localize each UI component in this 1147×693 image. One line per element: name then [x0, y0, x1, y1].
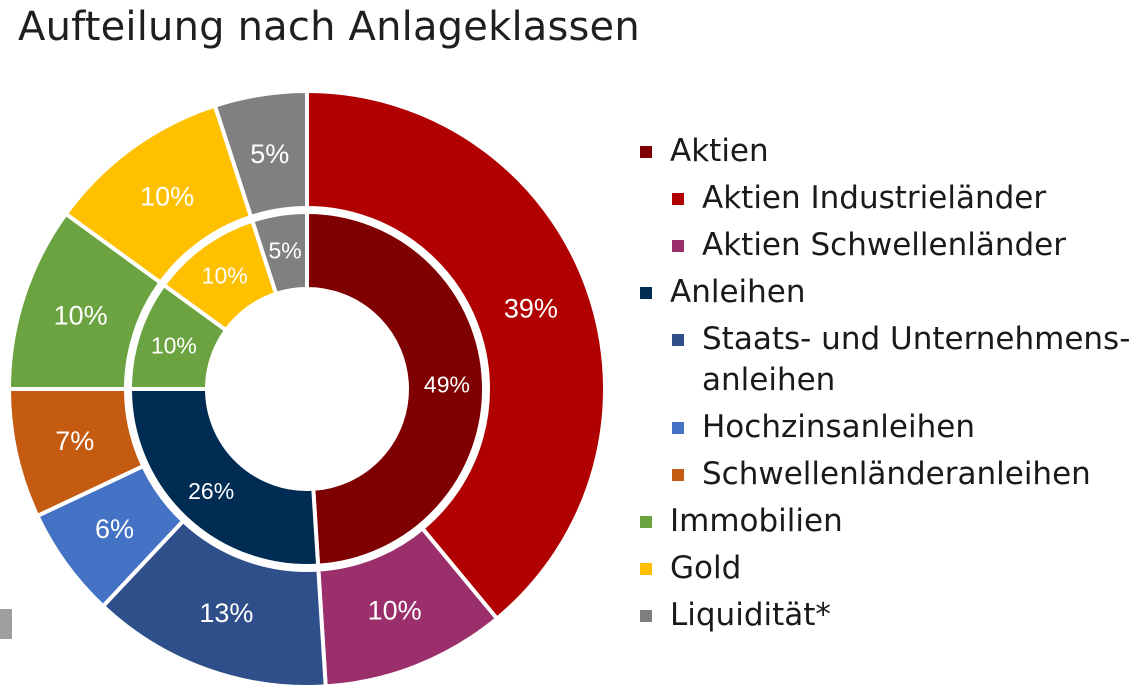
legend-label: Immobilien — [670, 503, 843, 539]
legend-swatch — [640, 563, 652, 575]
donut-chart: 39% 10% 13% 6% 7% 10% 10% 5% 49% 26% 10% 10% 5% — [9, 88, 607, 687]
inner-slice-label: 5% — [268, 238, 301, 264]
legend-swatch — [640, 287, 652, 299]
legend-item-continuation: anleihen — [638, 357, 1130, 404]
legend-item-aktien-schwellenlaender: Aktien Schwellenländer — [638, 222, 1130, 269]
legend-label: Aktien — [670, 133, 769, 169]
legend-label: Hochzinsanleihen — [702, 409, 975, 445]
legend-swatch — [672, 193, 684, 205]
outer-slice-label: 7% — [55, 426, 94, 456]
legend-item-gold: Gold — [638, 545, 1130, 592]
legend-item-anleihen: Anleihen — [638, 269, 1130, 316]
legend-label: Schwellenländeranleihen — [702, 456, 1091, 492]
legend-label: Liquidität* — [670, 597, 831, 633]
legend-swatch — [672, 469, 684, 481]
outer-slice-label: 10% — [140, 181, 194, 211]
legend-label: Staats- und Unternehmens- — [702, 321, 1131, 357]
inner-slice-aktien — [305, 209, 486, 568]
inner-slice-label: 10% — [202, 263, 248, 289]
outer-slice-label: 13% — [199, 598, 253, 628]
legend-item-schwellenlaenderanleihen: Schwellenländeranleihen — [638, 451, 1130, 498]
legend-item-aktien-industrielaender: Aktien Industrieländer — [638, 175, 1130, 222]
outer-slice-label: 10% — [54, 300, 108, 330]
legend-swatch — [672, 334, 684, 346]
outer-slice-liquidit-t- — [212, 88, 309, 220]
legend-swatch — [640, 146, 652, 158]
legend-label: Aktien Schwellenländer — [702, 227, 1066, 263]
outer-slice-label: 5% — [250, 139, 289, 169]
outer-slice-aktien-industriel-nder — [305, 88, 607, 622]
legend: Aktien Aktien Industrieländer Aktien Sch… — [638, 128, 1130, 639]
legend-item-staats-unternehmensanleihen: Staats- und Unternehmens- — [638, 316, 1130, 363]
legend-swatch — [640, 610, 652, 622]
legend-item-hochzinsanleihen: Hochzinsanleihen — [638, 404, 1130, 451]
legend-swatch — [672, 240, 684, 252]
legend-item-immobilien: Immobilien — [638, 498, 1130, 545]
inner-slice-label: 26% — [188, 478, 234, 504]
legend-label-continuation: anleihen — [702, 362, 836, 398]
outer-slice-label: 39% — [504, 293, 558, 323]
inner-slice-liquidit-t- — [249, 209, 309, 297]
inner-slice-anleihen — [127, 387, 321, 568]
chart-title: Aufteilung nach Anlageklassen — [18, 4, 640, 50]
legend-item-liquiditaet: Liquidität* — [638, 592, 1130, 639]
legend-label: Gold — [670, 550, 742, 586]
legend-label: Anleihen — [670, 274, 806, 310]
inner-slice-label: 49% — [424, 372, 470, 398]
inner-slice-label: 10% — [151, 333, 197, 359]
outer-slice-label: 6% — [95, 514, 134, 544]
outer-slice-label: 10% — [368, 595, 422, 625]
legend-item-aktien: Aktien — [638, 128, 1130, 175]
legend-swatch — [672, 422, 684, 434]
legend-swatch — [640, 516, 652, 528]
edge-marker — [0, 609, 12, 639]
legend-label: Aktien Industrieländer — [702, 180, 1047, 216]
